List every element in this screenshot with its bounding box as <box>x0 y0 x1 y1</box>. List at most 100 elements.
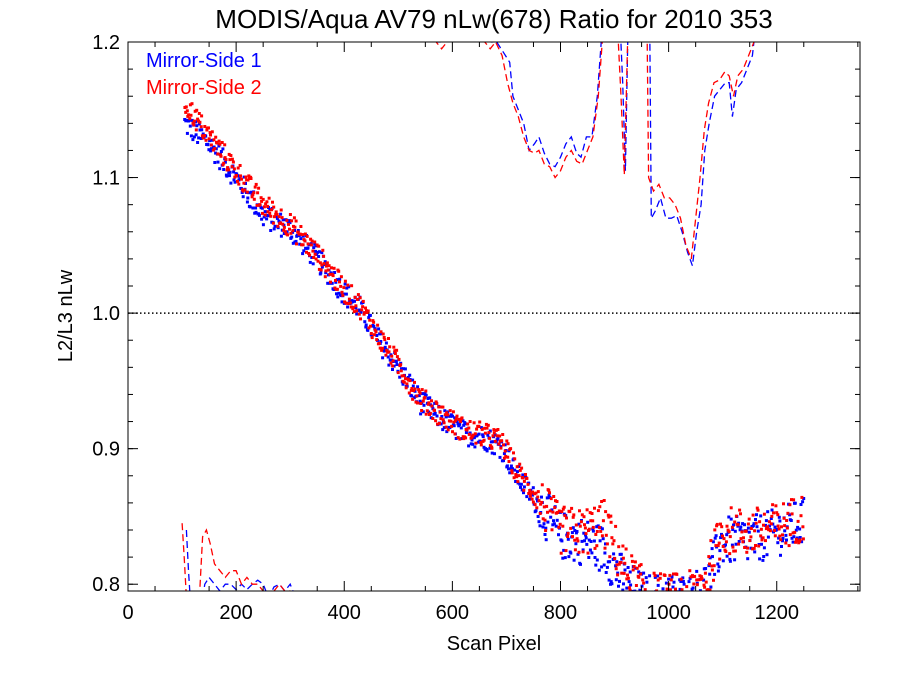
data-point <box>356 293 360 297</box>
data-point <box>290 235 294 239</box>
data-point <box>192 119 196 123</box>
data-point <box>659 572 662 576</box>
data-point <box>566 531 570 535</box>
data-point <box>340 290 344 294</box>
data-point <box>337 269 341 273</box>
data-point <box>791 531 795 535</box>
data-point <box>363 311 367 315</box>
data-point <box>669 578 673 582</box>
data-point <box>354 306 358 310</box>
data-point <box>682 593 685 596</box>
data-point <box>435 402 439 405</box>
data-point <box>388 358 392 362</box>
data-point <box>488 436 492 440</box>
data-point <box>367 316 371 320</box>
data-point <box>601 537 605 541</box>
data-point <box>210 138 214 142</box>
data-point <box>628 588 632 591</box>
data-point <box>228 170 232 174</box>
data-point <box>563 514 567 518</box>
data-point <box>261 197 265 201</box>
data-point <box>632 595 635 598</box>
data-point <box>631 589 634 591</box>
data-point <box>191 138 195 142</box>
data-point <box>474 441 478 445</box>
data-point <box>218 142 222 146</box>
data-point <box>311 262 315 266</box>
data-point <box>752 546 756 550</box>
data-point <box>513 468 517 472</box>
data-point <box>288 221 292 225</box>
data-point <box>198 128 202 132</box>
data-point <box>633 603 636 606</box>
data-point <box>544 529 548 532</box>
data-point <box>550 528 554 532</box>
data-point <box>586 551 590 555</box>
data-point <box>302 249 306 253</box>
data-point <box>785 519 789 522</box>
data-point <box>593 556 597 559</box>
data-point <box>612 552 616 556</box>
data-point <box>531 486 535 490</box>
data-point <box>309 237 313 241</box>
data-point <box>335 287 339 291</box>
data-point <box>585 508 589 512</box>
data-point <box>605 565 609 569</box>
data-point <box>566 537 570 541</box>
data-point <box>288 227 291 231</box>
data-point <box>688 569 692 573</box>
data-point <box>454 437 458 440</box>
data-point <box>548 491 551 495</box>
data-point <box>587 538 591 542</box>
data-point <box>453 419 457 423</box>
data-point <box>459 426 463 430</box>
data-point <box>674 587 677 591</box>
data-point <box>269 229 273 232</box>
data-point <box>334 279 337 282</box>
data-point <box>410 387 414 390</box>
data-point <box>488 446 492 450</box>
data-point <box>190 102 194 106</box>
data-point <box>558 522 562 526</box>
data-point <box>471 442 475 446</box>
data-point <box>546 520 550 524</box>
data-point <box>636 606 639 609</box>
data-point <box>569 551 573 555</box>
data-point <box>468 420 472 423</box>
data-point <box>553 506 557 510</box>
data-point <box>580 539 584 543</box>
data-point <box>544 526 548 530</box>
data-point <box>319 268 323 272</box>
data-point <box>615 560 619 564</box>
data-point <box>604 542 607 546</box>
data-point <box>481 435 485 438</box>
series-2-points <box>183 102 805 606</box>
data-point <box>633 589 637 591</box>
data-point <box>754 521 758 525</box>
data-point <box>424 393 428 397</box>
data-point <box>706 591 709 594</box>
data-point <box>620 571 624 575</box>
data-point <box>792 535 796 539</box>
data-point <box>790 498 793 502</box>
data-point <box>549 497 553 501</box>
data-point <box>478 420 482 424</box>
data-point <box>676 597 679 600</box>
data-point <box>254 210 258 214</box>
data-point <box>410 394 414 398</box>
data-point <box>754 544 757 547</box>
data-point <box>759 514 763 518</box>
data-point <box>491 440 495 444</box>
data-point <box>311 249 315 253</box>
data-point <box>327 264 331 268</box>
data-point <box>506 442 510 446</box>
data-point <box>540 483 544 487</box>
data-point <box>271 221 275 225</box>
data-point <box>717 541 721 545</box>
data-point <box>407 391 411 395</box>
dashed-line-series-2 <box>617 42 629 175</box>
data-point <box>418 391 422 395</box>
data-point <box>799 514 803 518</box>
data-point <box>262 215 266 219</box>
data-point <box>318 261 322 265</box>
